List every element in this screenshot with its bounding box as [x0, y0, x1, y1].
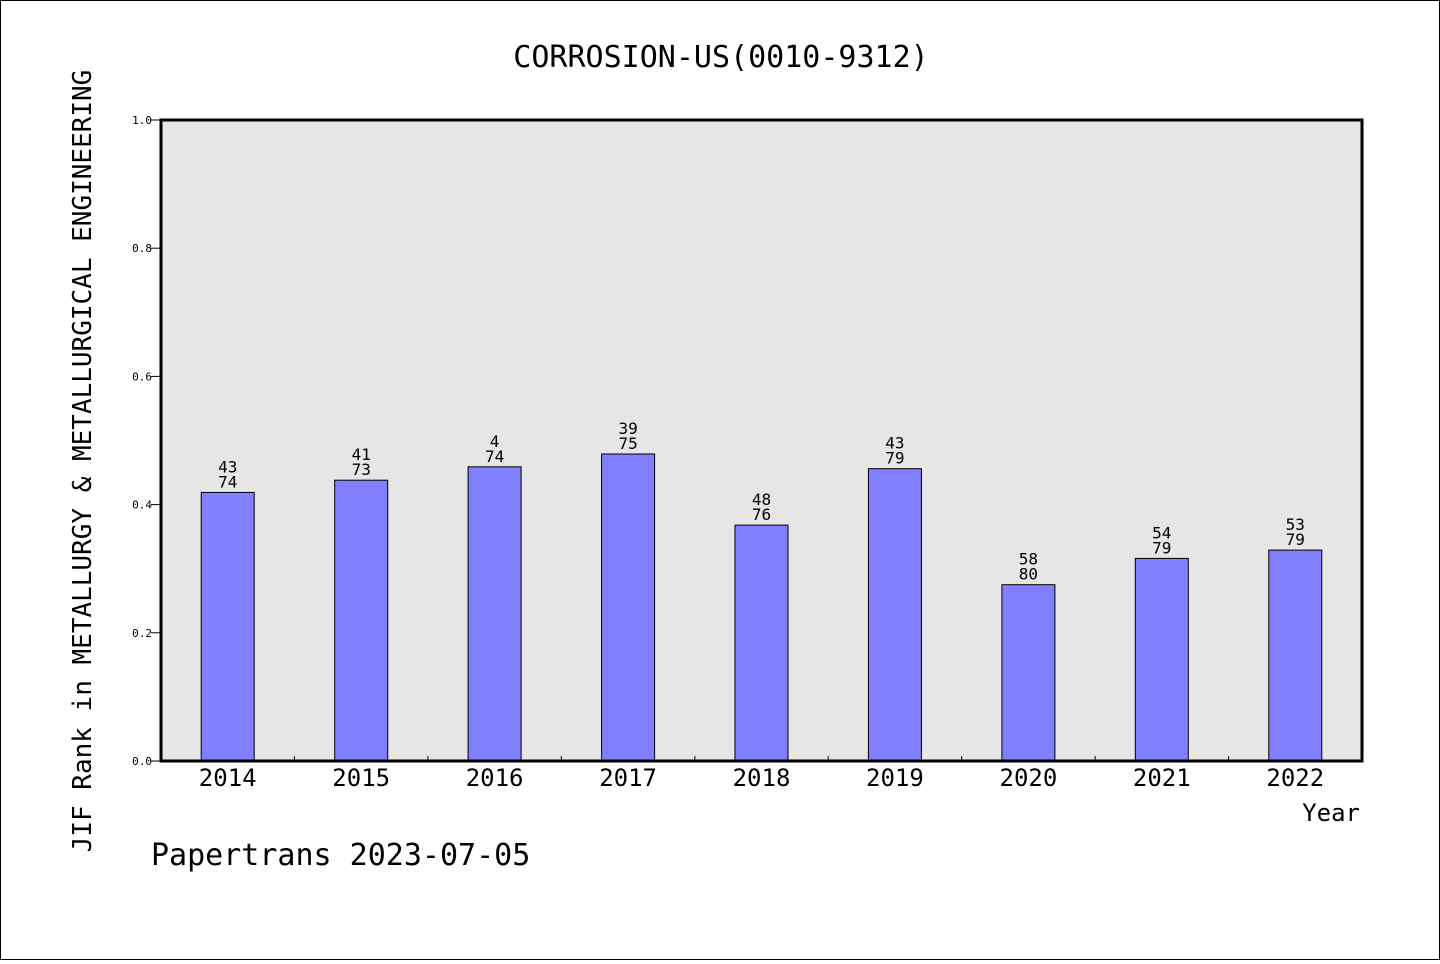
bar-label-rank-2015: 41: [352, 445, 371, 464]
bar-label-total-2017: 75: [618, 434, 637, 453]
bar-label-total-2022: 79: [1286, 530, 1305, 549]
bar-label-total-2021: 79: [1152, 538, 1171, 557]
bar-2019: [867, 468, 922, 762]
bar-2014: [200, 491, 255, 762]
chart-title: CORROSION-US(0010-9312): [513, 40, 928, 75]
bar-label-rank-2020: 58: [1019, 550, 1038, 569]
watermark-text: Papertrans 2023-07-05: [151, 838, 530, 873]
bar-label-rank-2017: 39: [618, 419, 637, 438]
bar-label-rank-2021: 54: [1152, 523, 1171, 542]
bar-2016: [467, 466, 522, 762]
y-tick-label-0.4: 0.4: [132, 499, 152, 512]
bar-label-total-2018: 76: [752, 505, 771, 524]
bar-2020: [1001, 584, 1056, 762]
bar-label-total-2014: 74: [218, 472, 237, 491]
y-tick-label-0.8: 0.8: [132, 242, 152, 255]
bar-label-total-2016: 74: [485, 447, 504, 466]
bars-layer: [200, 453, 1323, 762]
bar-label-total-2019: 79: [885, 449, 904, 468]
bar-label-total-2020: 80: [1019, 565, 1038, 584]
bar-label-rank-2018: 48: [752, 490, 771, 509]
y-tick-label-1.0: 1.0: [132, 114, 152, 127]
bar-2021: [1134, 557, 1189, 762]
x-tick-label-2014: 2014: [199, 764, 257, 792]
bar-2018: [734, 524, 789, 762]
x-tick-label-2015: 2015: [332, 764, 390, 792]
bar-label-rank-2019: 43: [885, 434, 904, 453]
bar-2017: [601, 453, 656, 762]
bar-label-rank-2022: 53: [1286, 515, 1305, 534]
y-axis-label: JIF Rank in METALLURGY & METALLURGICAL E…: [68, 70, 98, 853]
y-tick-label-0.0: 0.0: [132, 755, 152, 768]
x-tick-label-2017: 2017: [599, 764, 657, 792]
bar-label-total-2015: 73: [352, 460, 371, 479]
ticks-layer: 2014 2015 2016 2017 2018 2019 2020 2021 2022 0.0 0…: [132, 114, 1324, 792]
y-tick-label-0.2: 0.2: [132, 627, 152, 640]
x-tick-label-2018: 2018: [733, 764, 791, 792]
x-tick-label-2019: 2019: [866, 764, 924, 792]
x-tick-label-2016: 2016: [466, 764, 524, 792]
x-tick-label-2021: 2021: [1133, 764, 1191, 792]
y-tick-label-0.6: 0.6: [132, 370, 152, 383]
bar-label-rank-2016: 4: [490, 432, 500, 451]
bar-2022: [1268, 549, 1323, 762]
plot-frame: [159, 118, 1364, 763]
bar-2015: [334, 479, 389, 762]
bar-label-rank-2014: 43: [218, 457, 237, 476]
x-tick-label-2022: 2022: [1266, 764, 1324, 792]
x-axis-label: Year: [1302, 799, 1360, 827]
x-tick-label-2020: 2020: [1000, 764, 1058, 792]
